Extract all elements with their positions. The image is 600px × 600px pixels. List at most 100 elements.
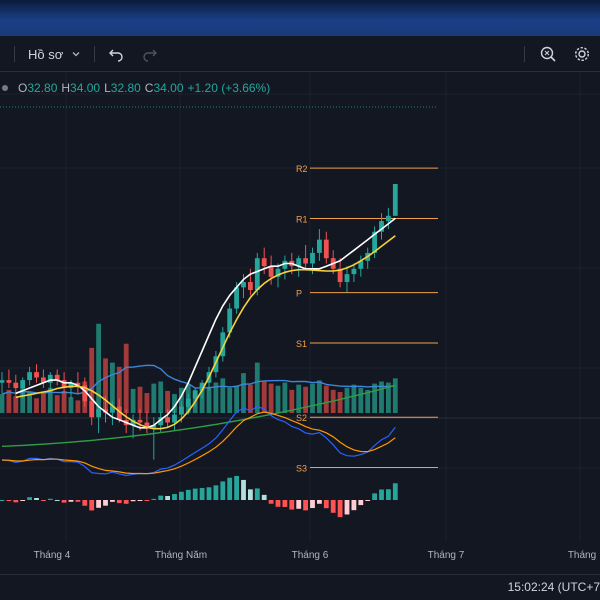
undo-icon[interactable] <box>106 36 126 72</box>
volume-bar <box>323 385 329 413</box>
candle-body <box>68 382 74 389</box>
macd-histogram-bar <box>54 499 60 501</box>
candle-body <box>303 258 308 264</box>
volume-bar <box>123 343 129 413</box>
volume-bar <box>27 392 32 413</box>
macd-histogram-bar <box>179 491 184 500</box>
macd-histogram-bar <box>289 500 295 510</box>
macd-histogram-bar <box>379 489 384 500</box>
time-axis-label: Tháng 6 <box>292 550 329 561</box>
candle-body <box>282 260 288 269</box>
macd-histogram-bar <box>213 485 219 500</box>
chart-toolbar: Hồ sơ <box>0 36 600 72</box>
macd-histogram-bar <box>337 500 343 518</box>
ohlc-legend: O 32.80 H 34.00 L 32.80 C 34.00 +1.20 (+3.66… <box>0 80 274 96</box>
redo-icon[interactable] <box>140 36 160 72</box>
volume-bar <box>199 385 205 413</box>
volume-bar <box>213 382 219 413</box>
candle-body <box>192 390 198 399</box>
macd-histogram-bar <box>303 500 308 511</box>
macd-histogram-bar <box>89 500 95 511</box>
time-axis-label: Tháng <box>568 550 596 561</box>
pivot-levels: R2 R1 P S1 S2 S3 <box>296 164 438 474</box>
volume-bar <box>47 387 53 413</box>
volume-bar <box>165 390 170 413</box>
volume-bar <box>317 380 322 413</box>
macd-histogram-bar <box>82 500 88 506</box>
search-settings-icon[interactable] <box>537 36 559 72</box>
macd-histogram-bar <box>34 498 39 500</box>
volume-bar <box>289 389 295 413</box>
volume-ma-line <box>1 364 396 395</box>
clock-time[interactable]: 15:02:24 (UTC+7 <box>507 580 600 594</box>
volume-bar <box>103 358 108 413</box>
macd-histogram-bar <box>386 489 391 500</box>
volume-bar <box>110 362 115 413</box>
legend-dot-icon <box>2 85 8 91</box>
candle-body <box>386 215 391 222</box>
volume-bar <box>68 397 74 413</box>
volume-bar <box>392 378 398 413</box>
status-bar: 15:02:24 (UTC+7 <box>0 574 600 600</box>
volume-bar <box>6 389 12 413</box>
macd-histogram-bar <box>227 477 233 500</box>
close-value: 34.00 <box>153 81 184 95</box>
volume-bar <box>220 378 226 413</box>
macd-histogram-bar <box>20 500 26 501</box>
volume-bar <box>172 394 177 413</box>
candle-body <box>116 406 122 420</box>
high-value: 34.00 <box>70 81 101 95</box>
macd-histogram-bar <box>151 498 157 500</box>
macd-histogram-bar <box>392 483 398 500</box>
candle-body <box>172 414 177 423</box>
volume-bar <box>351 384 357 413</box>
macd-histogram-bar <box>0 500 5 501</box>
macd-histogram-bar <box>275 500 281 507</box>
candle-body <box>268 266 274 277</box>
volume-bar <box>379 381 384 413</box>
candle-body <box>0 380 5 383</box>
candle-body <box>179 406 184 415</box>
macd-histogram-bar <box>68 500 74 502</box>
pivot-label: S2 <box>296 413 307 423</box>
volume-bar <box>41 393 46 413</box>
template-label: Hồ sơ <box>28 46 64 62</box>
pivot-label: P <box>296 289 302 299</box>
volume-bar <box>372 383 377 413</box>
volume-bar <box>75 400 81 413</box>
candle-body <box>241 282 246 288</box>
candle-body <box>158 417 164 426</box>
gear-icon[interactable] <box>571 36 593 72</box>
time-axis-label: Tháng 4 <box>34 550 71 561</box>
volume-bar <box>144 393 150 413</box>
close-key: C <box>144 81 154 95</box>
candle-body <box>199 382 205 391</box>
macd-histogram-bar <box>158 495 164 500</box>
candle-body <box>20 380 26 389</box>
macd-line <box>1 405 396 477</box>
macd-histogram-bar <box>330 500 336 513</box>
pivot-label: S1 <box>296 339 307 349</box>
macd-histogram-bar <box>310 500 315 509</box>
template-dropdown[interactable]: Hồ sơ <box>28 36 81 72</box>
macd-histogram-bar <box>165 495 170 500</box>
macd-histogram-bar <box>261 494 267 500</box>
macd-histogram-bar <box>365 500 371 501</box>
candle-body <box>317 239 322 253</box>
macd-histogram-bar <box>192 488 198 500</box>
volume-bar <box>282 382 288 413</box>
volume-bar <box>310 383 315 413</box>
macd-histogram-bar <box>75 500 81 502</box>
candle-body <box>372 231 377 253</box>
macd-histogram-bar <box>185 489 191 500</box>
macd-histogram-bar <box>206 487 212 500</box>
candle-body <box>89 401 95 418</box>
macd-histogram-bar <box>172 494 177 500</box>
volume-bar <box>151 383 157 413</box>
volume-bar <box>275 385 281 413</box>
candle-body <box>96 409 101 418</box>
macd-histogram-bar <box>47 498 53 500</box>
volume-bar <box>179 387 184 413</box>
volume-bar <box>158 381 164 413</box>
